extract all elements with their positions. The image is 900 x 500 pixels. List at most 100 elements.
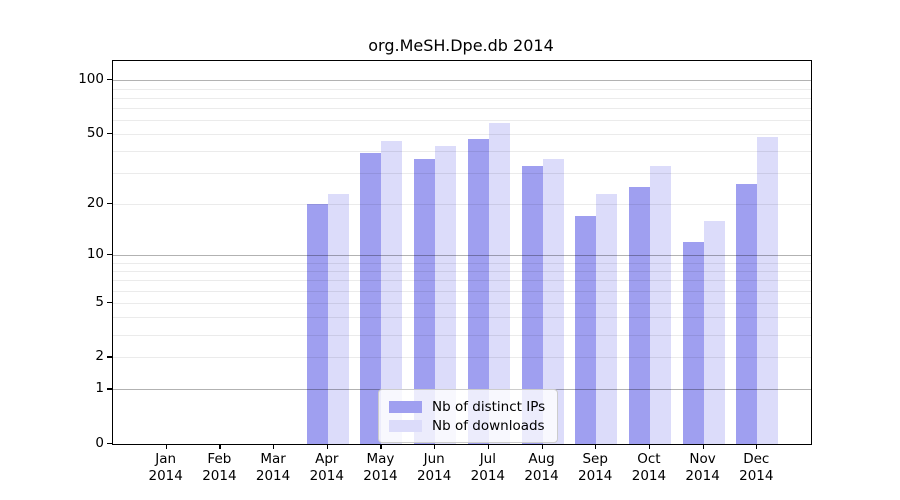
x-tick-label-may: May 2014 [345, 451, 415, 485]
grid-line-9 [113, 262, 811, 264]
y-tick-mark [107, 133, 112, 135]
legend-swatch-downloads [389, 419, 422, 432]
month-name: May [366, 451, 395, 467]
month-name: Jan [155, 451, 177, 467]
x-tick-mark [273, 444, 275, 449]
bar-downloads-jun [435, 145, 457, 444]
y-tick-label-1: 1 [95, 380, 104, 397]
bar-downloads-apr [327, 193, 349, 444]
y-tick-mark [107, 79, 112, 81]
x-tick-mark [487, 444, 490, 449]
y-tick-mark [107, 356, 112, 358]
grid-line-80 [113, 97, 811, 99]
y-tick-mark [107, 443, 112, 445]
bar-distinct-ips-nov [682, 241, 704, 444]
month-year: 2014 [470, 468, 506, 484]
y-tick-label-50: 50 [86, 125, 104, 142]
month-name: Dec [743, 451, 770, 467]
bar-downloads-sep [596, 193, 618, 444]
grid-line-100 [113, 80, 811, 82]
x-tick-label-apr: Apr 2014 [292, 451, 362, 485]
grid-line-5 [113, 302, 811, 304]
month-year: 2014 [148, 468, 183, 484]
month-year: 2014 [309, 468, 344, 484]
month-year: 2014 [363, 468, 398, 484]
x-tick-mark [702, 444, 704, 449]
grid-line-60 [113, 120, 811, 122]
chart-title: org.MeSH.Dpe.db 2014 [368, 36, 554, 55]
y-tick-label-0: 0 [95, 435, 104, 451]
month-name: Apr [315, 451, 339, 467]
bar-distinct-ips-sep [575, 216, 597, 444]
bar-distinct-ips-jul [467, 138, 489, 444]
x-tick-label-dec: Dec 2014 [721, 451, 791, 485]
x-tick-mark [326, 444, 328, 449]
legend: Nb of distinct IPs Nb of downloads [378, 389, 559, 443]
x-tick-mark [219, 444, 221, 449]
grid-line-70 [113, 108, 811, 110]
bar-downloads-aug [542, 159, 564, 444]
x-tick-mark [595, 444, 597, 449]
bar-downloads-nov [703, 220, 725, 444]
bar-distinct-ips-may [360, 153, 382, 444]
bar-downloads-dec [757, 137, 779, 444]
x-tick-mark [756, 444, 758, 449]
x-tick-label-jul: Jul 2014 [453, 451, 523, 485]
grid-line-10 [113, 255, 811, 257]
grid-line-50 [113, 134, 811, 136]
x-tick-mark [541, 444, 543, 449]
x-tick-label-jan: Jan 2014 [131, 451, 201, 485]
bar-downloads-may [381, 140, 403, 444]
y-tick-label-20: 20 [86, 195, 104, 212]
x-tick-mark [380, 444, 382, 449]
month-year: 2014 [416, 468, 452, 484]
bar-distinct-ips-apr [306, 204, 328, 444]
y-tick-mark [107, 254, 112, 256]
x-tick-label-nov: Nov 2014 [668, 451, 738, 485]
grid-line-20 [113, 204, 811, 206]
grid-line-4 [113, 317, 811, 319]
y-tick-mark [107, 388, 112, 390]
grid-line-40 [113, 151, 811, 153]
grid-line-8 [113, 270, 811, 272]
y-tick-label-5: 5 [95, 293, 104, 310]
month-name: Mar [260, 451, 286, 467]
month-year: 2014 [631, 468, 667, 484]
x-tick-mark [648, 444, 651, 449]
legend-row-downloads: Nb of downloads [389, 416, 545, 435]
y-tick-label-2: 2 [95, 348, 104, 365]
bar-downloads-oct [649, 166, 671, 444]
y-tick-label-10: 10 [86, 246, 104, 263]
y-tick-label-100: 100 [78, 71, 104, 88]
month-name: Sep [582, 451, 608, 467]
x-tick-label-aug: Aug 2014 [507, 451, 577, 485]
month-year: 2014 [524, 468, 559, 484]
grid-line-30 [113, 173, 811, 175]
month-year: 2014 [202, 468, 237, 484]
bar-distinct-ips-dec [736, 184, 758, 444]
legend-label: Nb of distinct IPs [432, 398, 546, 415]
month-year: 2014 [739, 468, 774, 484]
month-name: Aug [528, 451, 555, 467]
bar-distinct-ips-oct [628, 187, 650, 444]
month-name: Nov [689, 451, 716, 467]
month-name: Oct [637, 451, 661, 467]
x-tick-label-feb: Feb 2014 [184, 451, 254, 485]
month-name: Feb [207, 451, 232, 467]
legend-label: Nb of downloads [432, 417, 545, 434]
grid-line-7 [113, 280, 811, 282]
grid-line-3 [113, 334, 811, 336]
month-name: Jun [423, 451, 445, 467]
legend-row-distinct-ips: Nb of distinct IPs [389, 397, 545, 416]
month-year: 2014 [685, 468, 720, 484]
bar-distinct-ips-jun [414, 159, 436, 444]
month-year: 2014 [578, 468, 613, 484]
x-tick-label-jun: Jun 2014 [399, 451, 469, 485]
grid-line-90 [113, 88, 811, 90]
grid-line-6 [113, 290, 811, 292]
bar-distinct-ips-aug [521, 166, 543, 444]
x-tick-mark [434, 444, 436, 449]
legend-swatch-distinct-ips [389, 400, 422, 413]
x-tick-label-oct: Oct 2014 [614, 451, 684, 485]
